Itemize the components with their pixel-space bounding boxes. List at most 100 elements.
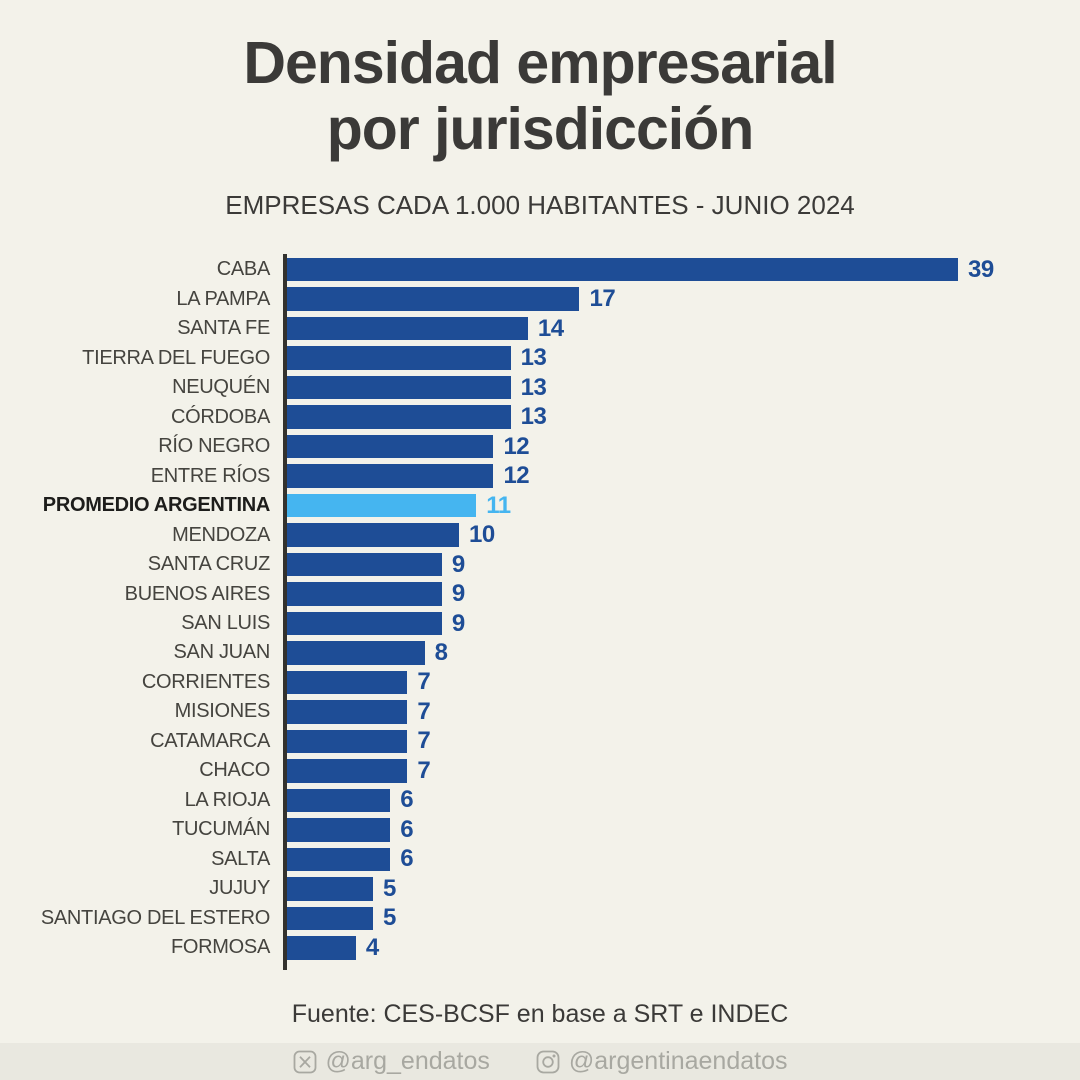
chart-row: SALTA 6 [0,845,1080,873]
bar [287,847,391,872]
chart-row: BUENOS AIRES 9 [0,580,1080,607]
category-label: SAN LUIS [181,612,270,634]
chart-row: TUCUMÁN 6 [0,815,1080,843]
value-label: 10 [469,521,495,549]
value-label: 12 [503,462,530,490]
category-label: TIERRA DEL FUEGO [82,346,270,369]
value-label: 7 [417,697,431,725]
page-title-line1: Densidad empresarial [243,30,837,96]
category-label: FORMOSA [170,936,270,959]
value-label: 7 [417,727,431,755]
chart-row: RÍO NEGRO 12 [0,432,1080,460]
value-label: 14 [537,314,564,342]
chart-row: CABA 39 [0,255,1080,283]
bar [287,759,408,783]
instagram-icon [536,1050,560,1073]
bar [287,375,511,400]
bar [287,346,511,370]
bar-highlight [287,493,477,518]
bar-chart: CABA 39 LA PAMPA 17 SANTA FE 14 TIERRA DEL FUE… [0,254,1080,970]
page-title: Densidad empresarial por jurisdicción [0,30,1080,162]
category-label: CATAMARCA [150,729,270,752]
category-label: SANTA CRUZ [147,553,271,576]
value-label: 12 [503,432,530,460]
chart-row: CÓRDOBA 13 [0,403,1080,431]
bar [287,788,391,813]
bar [287,434,494,459]
chart-row: MISIONES 7 [0,697,1080,725]
chart-row: CATAMARCA 7 [0,727,1080,755]
bar [287,552,442,577]
value-label: 7 [417,756,431,784]
category-label: SANTA FE [177,317,270,340]
value-label: 17 [589,285,616,313]
bar [287,287,580,311]
social-item-x: @arg_endatos [293,1047,490,1076]
chart-row: JUJUY 5 [0,874,1080,902]
value-label: 13 [520,373,547,401]
page-subtitle: EMPRESAS CADA 1.000 HABITANTES - JUNIO 2… [225,190,855,220]
bar [287,729,408,754]
chart-row: SANTA FE 14 [0,314,1080,342]
bar [287,906,374,931]
value-label: 6 [400,845,414,873]
bar [287,641,425,665]
bar [287,258,958,282]
chart-row: CHACO 7 [0,756,1080,784]
value-label: 9 [451,550,465,578]
category-label: SANTIAGO DEL ESTERO [40,906,270,929]
bar [287,316,528,341]
chart-row: LA PAMPA 17 [0,285,1080,313]
chart-row: LA RIOJA 6 [0,786,1080,813]
value-label: 13 [520,403,547,431]
chart-row: PROMEDIO ARGENTINA 11 [0,491,1080,519]
bar [287,818,391,842]
bar [287,700,408,724]
value-label: 5 [383,874,396,902]
social-strip: @arg_endatos @argentinaendatos [0,1043,1080,1080]
category-label: CHACO [199,759,270,782]
category-label: NEUQUÉN [172,376,270,399]
source-note: Fuente: CES-BCSF en base a SRT e INDEC [291,1000,789,1028]
category-label: MENDOZA [172,523,270,546]
chart-row: SAN JUAN 8 [0,639,1080,666]
chart-row: FORMOSA 4 [0,933,1080,961]
bar [287,582,442,606]
category-label: RÍO NEGRO [158,435,270,458]
category-label: ENTRE RÍOS [150,464,271,487]
value-label: 9 [451,609,465,637]
category-label: MISIONES [174,700,271,723]
category-label: LA RIOJA [184,788,271,811]
page-title-line2: por jurisdicción [326,96,755,162]
value-label: 39 [968,255,994,283]
chart-row: TIERRA DEL FUEGO 13 [0,344,1080,372]
value-label: 13 [520,344,547,372]
value-label: 11 [486,491,511,519]
chart-row: NEUQUÉN 13 [0,373,1080,401]
value-label: 8 [434,639,448,666]
category-label: CORRIENTES [141,670,270,693]
chart-row: ENTRE RÍOS 12 [0,462,1080,490]
bar [287,464,494,488]
instagram-handle: @argentinaendatos [568,1047,788,1075]
y-axis-line [283,254,287,970]
category-label: SALTA [211,847,270,870]
social-item-instagram: @argentinaendatos [536,1047,788,1076]
bar [287,936,356,960]
x-twitter-icon [293,1050,316,1073]
category-label: LA PAMPA [176,287,270,310]
chart-row: SANTA CRUZ 9 [0,550,1080,578]
bar [287,670,408,695]
x-handle: @arg_endatos [325,1047,490,1075]
category-label: PROMEDIO ARGENTINA [42,494,271,517]
chart-row: SANTIAGO DEL ESTERO 5 [0,904,1080,931]
category-label: CÓRDOBA [170,405,270,428]
bar [287,877,374,901]
category-label: CABA [216,258,271,281]
value-label: 4 [365,933,379,961]
bar [287,405,511,429]
category-label: SAN JUAN [173,641,270,664]
category-label: JUJUY [209,877,270,900]
value-label: 6 [400,815,414,843]
